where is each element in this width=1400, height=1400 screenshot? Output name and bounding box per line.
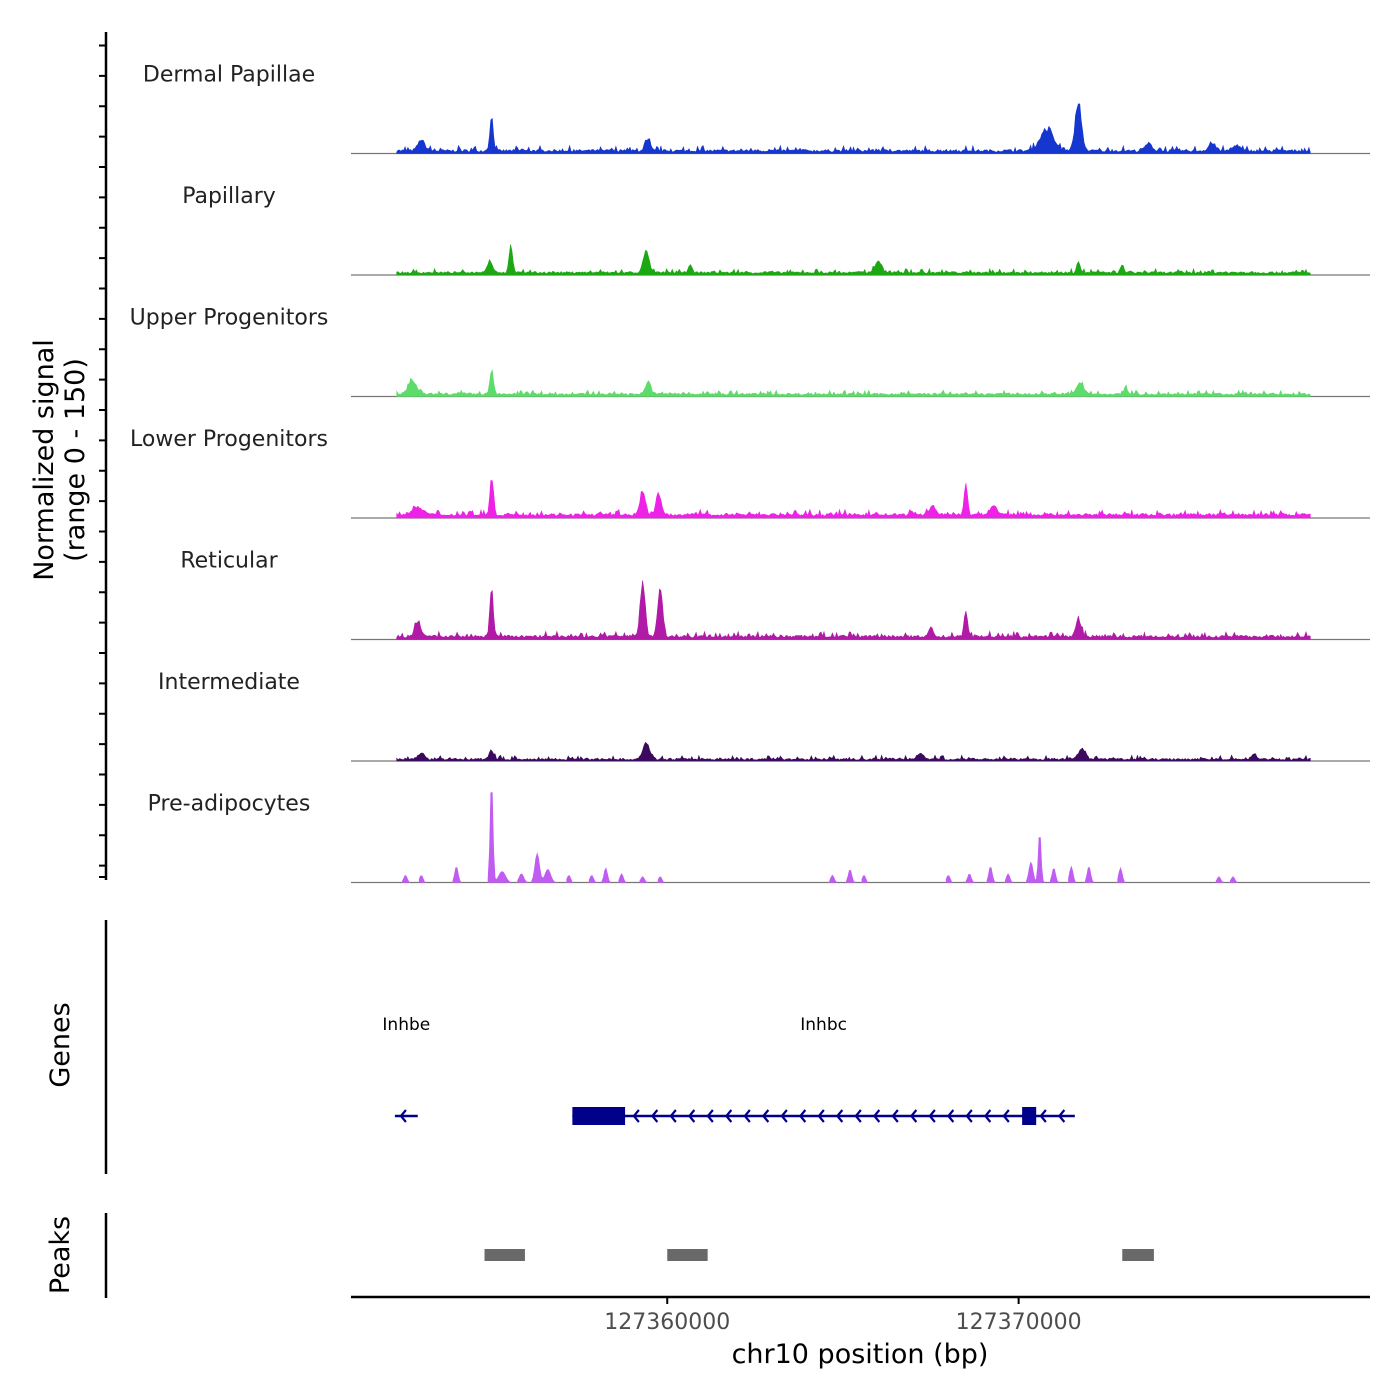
track-dermal-papillae: Dermal Papillae bbox=[143, 63, 1370, 155]
x-tick-label: 127370000 bbox=[956, 1310, 1082, 1335]
strand-arrow bbox=[928, 1109, 936, 1123]
y-axis-title-line2: (range 0 - 150) bbox=[60, 358, 91, 562]
strand-arrow bbox=[706, 1109, 714, 1123]
gene-label: Inhbc bbox=[800, 1015, 847, 1035]
track-label: Lower Progenitors bbox=[130, 427, 328, 452]
track-label: Reticular bbox=[180, 549, 278, 574]
coverage-tracks: Dermal Papillae Papillary Upper Progenitor… bbox=[130, 63, 1370, 884]
track-signal bbox=[402, 792, 1238, 883]
gene-exon bbox=[572, 1107, 626, 1125]
peak-regions bbox=[484, 1249, 1154, 1261]
strand-arrow bbox=[983, 1109, 992, 1123]
strand-arrow bbox=[761, 1109, 770, 1123]
strand-arrow bbox=[872, 1109, 881, 1123]
strand-arrow bbox=[965, 1109, 973, 1123]
strand-arrow bbox=[669, 1109, 677, 1123]
strand-arrow bbox=[780, 1109, 788, 1123]
gene-inhbe: Inhbe bbox=[382, 1015, 430, 1123]
strand-arrow bbox=[909, 1109, 918, 1123]
track-label: Dermal Papillae bbox=[143, 63, 315, 88]
track-signal bbox=[396, 103, 1311, 154]
track-label: Pre-adipocytes bbox=[148, 792, 311, 817]
gene-label: Inhbe bbox=[382, 1015, 430, 1035]
strand-arrow bbox=[854, 1109, 862, 1123]
track-signal bbox=[396, 741, 1311, 762]
y-axis-title-line1: Normalized signal bbox=[29, 339, 60, 581]
track-signal bbox=[396, 369, 1311, 397]
track-signal bbox=[396, 580, 1311, 640]
strand-arrow bbox=[399, 1109, 407, 1123]
gene-inhbc: Inhbc bbox=[572, 1015, 1075, 1125]
strand-arrow bbox=[891, 1109, 899, 1123]
track-lower-progenitors: Lower Progenitors bbox=[130, 427, 1370, 519]
strand-arrow bbox=[1039, 1109, 1047, 1123]
strand-arrow bbox=[946, 1109, 955, 1123]
strand-arrow bbox=[687, 1109, 696, 1123]
peak-region bbox=[1122, 1249, 1154, 1261]
x-axis-title: chr10 position (bp) bbox=[732, 1339, 989, 1370]
strand-arrow bbox=[650, 1109, 659, 1123]
track-upper-progenitors: Upper Progenitors bbox=[130, 306, 1370, 398]
track-reticular: Reticular bbox=[180, 549, 1370, 641]
track-signal bbox=[396, 244, 1311, 276]
x-tick-label: 127360000 bbox=[604, 1310, 730, 1335]
peak-region bbox=[667, 1249, 708, 1261]
track-papillary: Papillary bbox=[182, 184, 1370, 276]
coverage-y-ticks bbox=[99, 44, 106, 878]
track-signal bbox=[396, 480, 1311, 519]
strand-arrow bbox=[798, 1109, 807, 1123]
strand-arrow bbox=[1057, 1109, 1066, 1123]
track-intermediate: Intermediate bbox=[158, 670, 1370, 762]
x-axis-ticks: 127360000 127370000 bbox=[604, 1297, 1082, 1335]
strand-arrow bbox=[1002, 1109, 1010, 1123]
peak-region bbox=[484, 1249, 525, 1261]
track-label: Upper Progenitors bbox=[130, 306, 329, 331]
track-label: Intermediate bbox=[158, 670, 300, 695]
strand-arrow bbox=[632, 1109, 640, 1123]
strand-arrow bbox=[724, 1109, 733, 1123]
peaks-section-title: Peaks bbox=[45, 1216, 76, 1294]
gene-annotations: Inhbe Inhbc bbox=[382, 1015, 1075, 1125]
strand-arrow bbox=[743, 1109, 751, 1123]
genes-section-title: Genes bbox=[45, 1002, 76, 1087]
track-pre-adipocytes: Pre-adipocytes bbox=[148, 792, 1370, 884]
track-label: Papillary bbox=[182, 184, 276, 209]
strand-arrow bbox=[817, 1109, 825, 1123]
gene-exon bbox=[1022, 1107, 1037, 1125]
strand-arrow bbox=[835, 1109, 844, 1123]
